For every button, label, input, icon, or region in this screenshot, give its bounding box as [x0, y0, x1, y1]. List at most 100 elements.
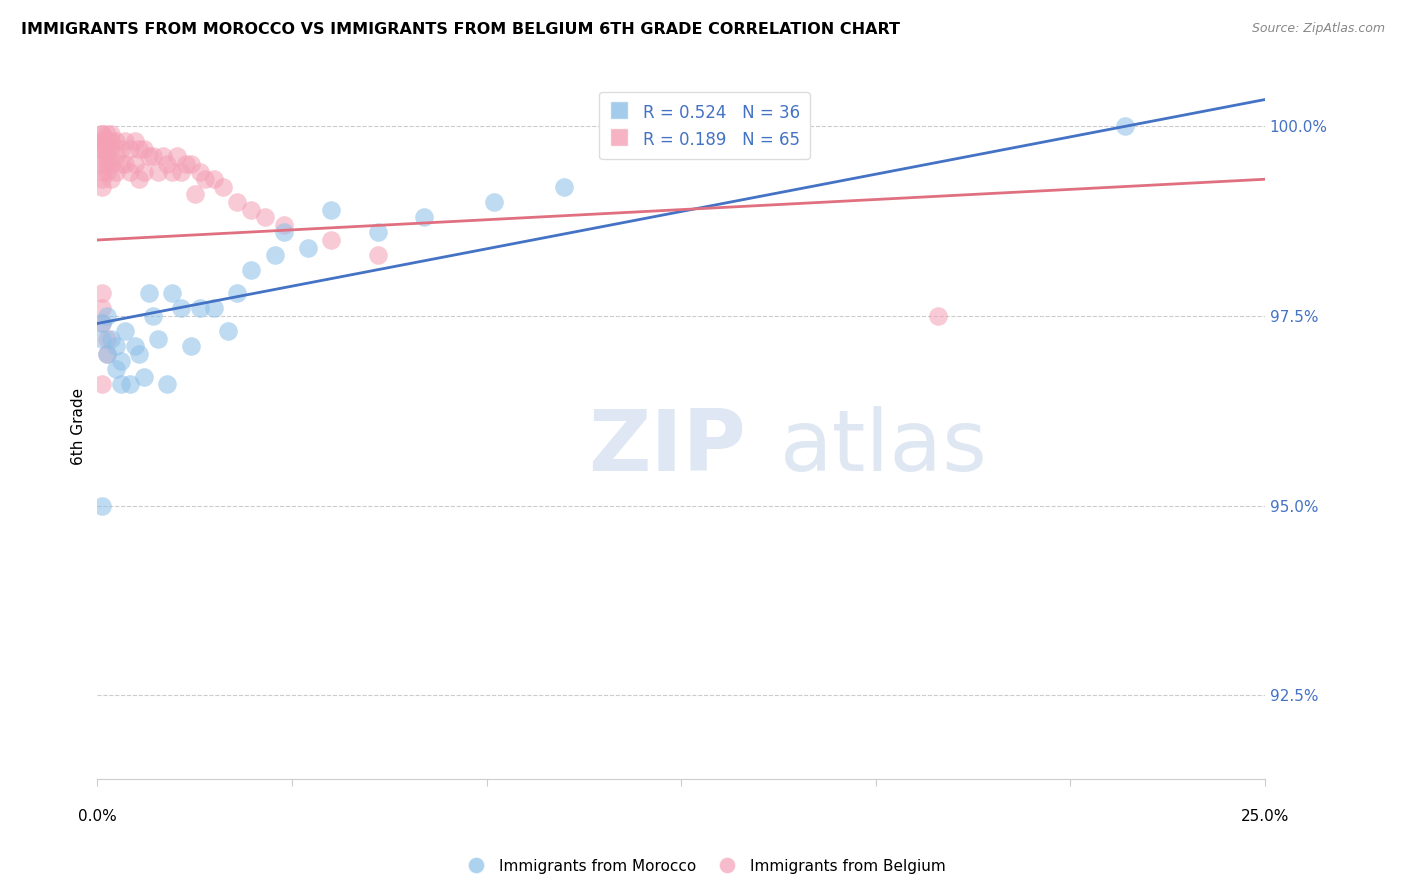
- Point: [142, 149, 165, 163]
- Point: [100, 142, 122, 156]
- Text: Source: ZipAtlas.com: Source: ZipAtlas.com: [1251, 22, 1385, 36]
- Point: [110, 157, 132, 171]
- Point: [367, 226, 389, 240]
- Point: [96, 134, 118, 148]
- Point: [91, 301, 114, 316]
- Point: [484, 194, 506, 209]
- Point: [96, 309, 118, 323]
- Point: [138, 149, 160, 163]
- Point: [105, 134, 128, 148]
- Point: [91, 134, 114, 148]
- Point: [100, 332, 122, 346]
- Point: [156, 377, 179, 392]
- Point: [96, 142, 118, 156]
- Point: [138, 286, 160, 301]
- Point: [114, 134, 136, 148]
- Point: [91, 149, 114, 163]
- Point: [96, 347, 118, 361]
- Point: [152, 149, 174, 163]
- Point: [217, 324, 239, 338]
- Point: [553, 179, 575, 194]
- Point: [202, 301, 225, 316]
- Point: [96, 157, 118, 171]
- Point: [170, 164, 193, 178]
- Point: [1114, 119, 1136, 133]
- Point: [100, 172, 122, 186]
- Point: [114, 157, 136, 171]
- Point: [100, 157, 122, 171]
- Point: [273, 218, 295, 232]
- Point: [160, 164, 183, 178]
- Point: [128, 172, 150, 186]
- Point: [96, 164, 118, 178]
- Point: [96, 149, 118, 163]
- Point: [118, 164, 141, 178]
- Point: [263, 248, 285, 262]
- Point: [91, 172, 114, 186]
- Point: [212, 179, 235, 194]
- Text: IMMIGRANTS FROM MOROCCO VS IMMIGRANTS FROM BELGIUM 6TH GRADE CORRELATION CHART: IMMIGRANTS FROM MOROCCO VS IMMIGRANTS FR…: [21, 22, 900, 37]
- Point: [96, 127, 118, 141]
- Point: [91, 127, 114, 141]
- Point: [132, 142, 155, 156]
- Point: [146, 332, 169, 346]
- Text: atlas: atlas: [780, 406, 988, 489]
- Point: [91, 317, 114, 331]
- Point: [319, 202, 342, 217]
- Point: [105, 339, 128, 353]
- Point: [91, 179, 114, 194]
- Point: [927, 309, 949, 323]
- Point: [142, 309, 165, 323]
- Point: [254, 211, 277, 225]
- Point: [188, 301, 211, 316]
- Point: [91, 286, 114, 301]
- Point: [91, 499, 114, 513]
- Point: [319, 233, 342, 247]
- Point: [226, 286, 249, 301]
- Point: [118, 377, 141, 392]
- Point: [128, 347, 150, 361]
- Point: [110, 377, 132, 392]
- Point: [174, 157, 197, 171]
- Point: [91, 317, 114, 331]
- Point: [180, 339, 202, 353]
- Point: [124, 157, 146, 171]
- Point: [160, 286, 183, 301]
- Point: [91, 377, 114, 392]
- Point: [128, 142, 150, 156]
- Point: [226, 194, 249, 209]
- Y-axis label: 6th Grade: 6th Grade: [72, 387, 86, 465]
- Point: [114, 324, 136, 338]
- Point: [132, 369, 155, 384]
- Point: [170, 301, 193, 316]
- Point: [91, 127, 114, 141]
- Point: [118, 142, 141, 156]
- Point: [132, 164, 155, 178]
- Point: [202, 172, 225, 186]
- Point: [124, 339, 146, 353]
- Point: [194, 172, 217, 186]
- Point: [105, 149, 128, 163]
- Point: [91, 142, 114, 156]
- Point: [91, 157, 114, 171]
- Point: [91, 164, 114, 178]
- Text: 0.0%: 0.0%: [77, 809, 117, 824]
- Point: [91, 134, 114, 148]
- Point: [100, 134, 122, 148]
- Point: [105, 362, 128, 376]
- Point: [188, 164, 211, 178]
- Point: [96, 347, 118, 361]
- Point: [166, 149, 188, 163]
- Point: [413, 211, 436, 225]
- Point: [240, 263, 263, 277]
- Point: [96, 332, 118, 346]
- Point: [91, 332, 114, 346]
- Point: [91, 142, 114, 156]
- Point: [110, 354, 132, 368]
- Point: [110, 142, 132, 156]
- Point: [100, 127, 122, 141]
- Point: [156, 157, 179, 171]
- Point: [124, 134, 146, 148]
- Legend: R = 0.524   N = 36, R = 0.189   N = 65: R = 0.524 N = 36, R = 0.189 N = 65: [599, 92, 810, 160]
- Text: 25.0%: 25.0%: [1240, 809, 1289, 824]
